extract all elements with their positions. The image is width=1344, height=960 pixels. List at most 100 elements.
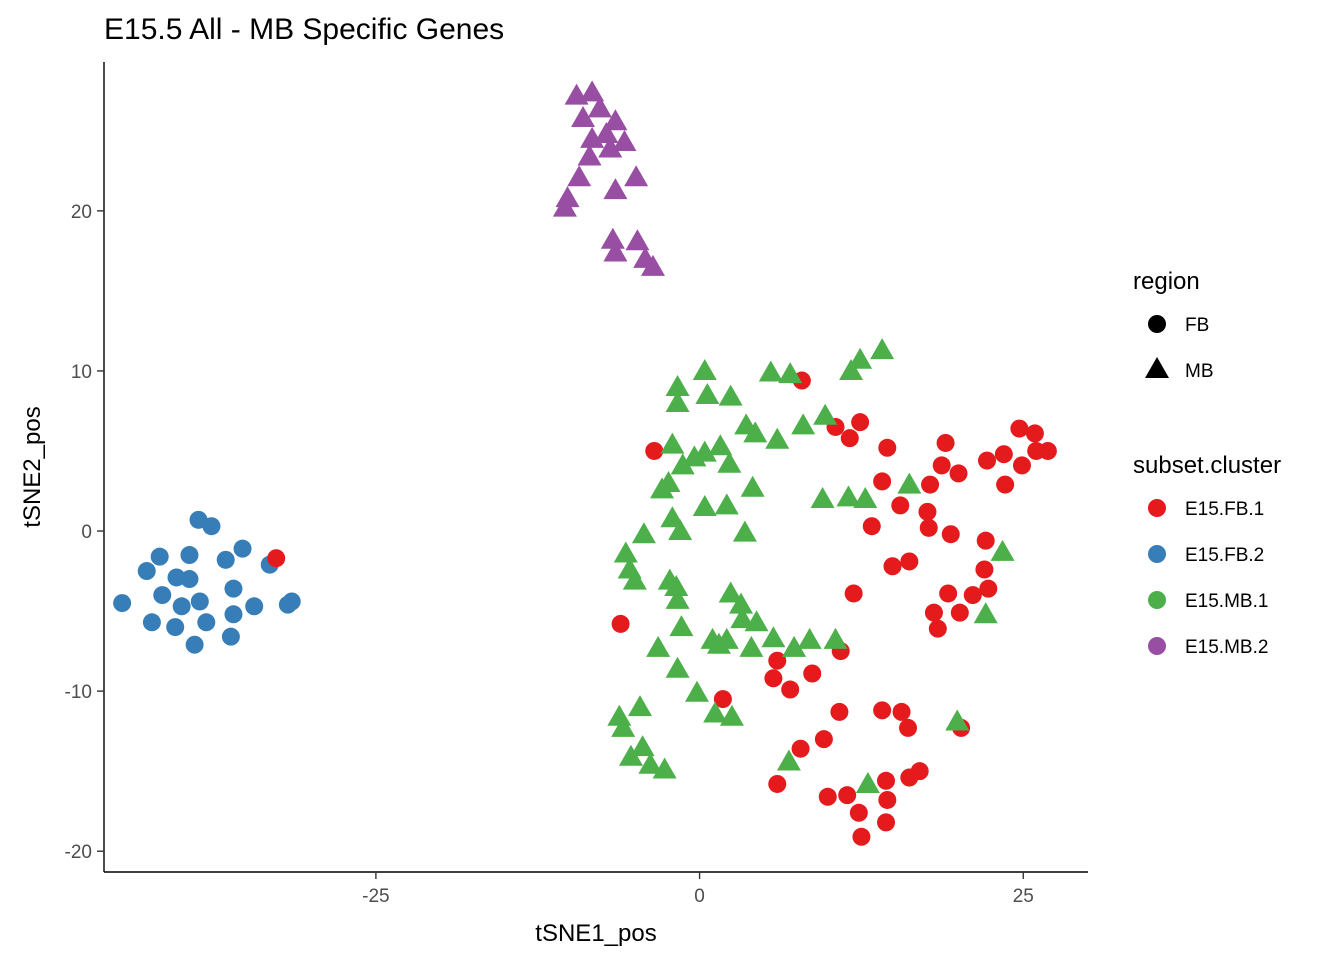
- point-e15-fb-2: [216, 550, 235, 569]
- point-e15-fb-1: [844, 584, 863, 603]
- y-tick-label: 10: [71, 362, 92, 383]
- point-e15-fb-1: [267, 549, 286, 568]
- point-e15-mb-1: [990, 539, 1015, 561]
- point-e15-fb-2: [172, 597, 191, 616]
- point-e15-mb-1: [638, 752, 663, 774]
- point-e15-mb-1: [897, 472, 922, 494]
- point-e15-mb-1: [823, 627, 848, 649]
- point-e15-fb-1: [764, 669, 783, 688]
- point-e15-fb-1: [950, 603, 969, 622]
- point-e15-mb-2: [612, 130, 637, 152]
- point-e15-fb-1: [976, 531, 995, 550]
- legend-label-mb: MB: [1185, 361, 1214, 382]
- point-e15-mb-1: [607, 704, 632, 726]
- point-e15-mb-1: [630, 735, 655, 757]
- point-e15-fb-1: [928, 619, 947, 638]
- point-e15-mb-2: [587, 96, 612, 118]
- point-e15-fb-1: [1038, 441, 1057, 460]
- point-e15-mb-1: [836, 485, 861, 507]
- point-e15-mb-1: [668, 519, 693, 541]
- point-e15-mb-1: [758, 360, 783, 382]
- point-e15-mb-1: [810, 487, 835, 509]
- legend-fb-circle-key: [1148, 315, 1166, 333]
- point-e15-fb-1: [899, 718, 918, 737]
- point-e15-mb-1: [665, 656, 690, 678]
- point-e15-fb-2: [153, 586, 172, 605]
- x-tick-label: 0: [694, 886, 705, 907]
- point-e15-fb-1: [814, 730, 833, 749]
- point-e15-mb-1: [839, 358, 864, 380]
- point-e15-fb-2: [245, 597, 264, 616]
- point-e15-fb-1: [768, 651, 787, 670]
- point-e15-fb-1: [781, 680, 800, 699]
- point-e15-fb-1: [996, 475, 1015, 494]
- point-e15-mb-2: [603, 240, 628, 262]
- point-e15-mb-1: [646, 635, 671, 657]
- point-e15-fb-1: [919, 518, 938, 537]
- legend-key-e15-fb-2: [1148, 545, 1166, 563]
- point-e15-mb-1: [776, 749, 801, 771]
- point-e15-fb-2: [202, 517, 221, 536]
- point-e15-fb-1: [768, 774, 787, 793]
- point-e15-mb-1: [730, 607, 755, 629]
- point-e15-mb-1: [973, 602, 998, 624]
- legend-label-e15-mb-1: E15.MB.1: [1185, 591, 1268, 612]
- point-e15-fb-2: [113, 594, 132, 613]
- point-e15-fb-1: [1012, 456, 1031, 475]
- point-e15-mb-2: [640, 254, 665, 276]
- point-e15-mb-1: [622, 568, 647, 590]
- point-e15-fb-1: [892, 702, 911, 721]
- point-e15-fb-2: [150, 547, 169, 566]
- point-e15-fb-1: [818, 787, 837, 806]
- legend-cluster: subset.cluster E15.FB.1 E15.FB.2 E15.MB.…: [1133, 452, 1281, 658]
- point-e15-mb-1: [813, 403, 838, 425]
- point-e15-fb-1: [963, 586, 982, 605]
- point-e15-fb-1: [873, 472, 892, 491]
- point-e15-fb-2: [180, 570, 199, 589]
- point-e15-mb-1: [743, 421, 768, 443]
- point-e15-fb-2: [221, 627, 240, 646]
- point-e15-fb-1: [840, 429, 859, 448]
- point-e15-fb-1: [830, 702, 849, 721]
- point-e15-mb-1: [703, 701, 728, 723]
- point-e15-fb-2: [197, 613, 216, 632]
- point-e15-mb-1: [695, 382, 720, 404]
- point-e15-fb-1: [877, 813, 896, 832]
- point-e15-mb-1: [782, 635, 807, 657]
- y-tick-label: -10: [65, 682, 92, 703]
- point-e15-fb-1: [891, 496, 910, 515]
- point-e15-mb-1: [650, 477, 675, 499]
- point-e15-fb-1: [849, 803, 868, 822]
- point-e15-fb-1: [713, 690, 732, 709]
- point-e15-fb-1: [918, 502, 937, 521]
- legend-region: region FB MB: [1133, 268, 1214, 382]
- point-e15-mb-1: [670, 453, 695, 475]
- point-e15-mb-1: [708, 434, 733, 456]
- point-e15-fb-1: [1010, 419, 1029, 438]
- point-e15-mb-1: [740, 475, 765, 497]
- point-e15-mb-1: [660, 506, 685, 528]
- x-axis-ticks: -25 0 25: [362, 872, 1034, 907]
- point-e15-fb-2: [278, 595, 297, 614]
- point-e15-mb-1: [664, 575, 689, 597]
- point-e15-fb-1: [791, 739, 810, 758]
- point-e15-fb-1: [862, 517, 881, 536]
- point-e15-fb-1: [910, 762, 929, 781]
- point-e15-mb-1: [652, 757, 677, 779]
- point-e15-mb-1: [778, 362, 803, 384]
- point-e15-mb-2: [567, 165, 592, 187]
- point-e15-fb-1: [877, 771, 896, 790]
- point-e15-fb-1: [941, 525, 960, 544]
- point-e15-mb-1: [855, 771, 880, 793]
- point-e15-fb-1: [1025, 424, 1044, 443]
- point-e15-fb-1: [878, 790, 897, 809]
- point-e15-fb-1: [852, 827, 871, 846]
- point-e15-mb-1: [853, 487, 878, 509]
- point-e15-fb-2: [166, 618, 185, 637]
- point-e15-mb-1: [631, 522, 656, 544]
- point-e15-mb-1: [719, 704, 744, 726]
- point-e15-mb-2: [600, 227, 625, 249]
- point-e15-fb-1: [883, 557, 902, 576]
- point-e15-fb-1: [932, 456, 951, 475]
